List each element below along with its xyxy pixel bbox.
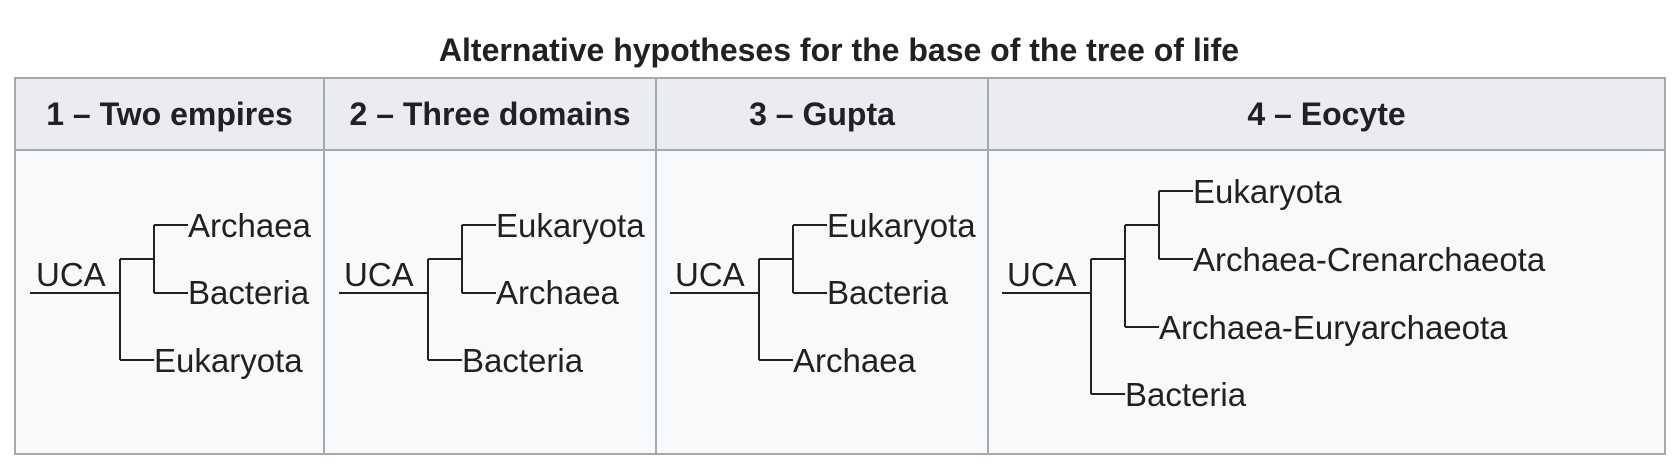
hypotheses-table: 1 – Two empires 2 – Three domains 3 – Gu… (14, 77, 1666, 455)
leaf-label: Eukaryota (1193, 173, 1342, 210)
cladogram-cell-three-domains: UCA Eukaryota Archaea Bacteria (323, 149, 657, 455)
root-label: UCA (36, 256, 106, 293)
leaf-label: Archaea-Crenarchaeota (1193, 241, 1546, 278)
leaf-label: Bacteria (462, 342, 584, 379)
cladogram-cell-eocyte: UCA Eukaryota Archaea-Crenarchaeota Arch… (987, 149, 1666, 455)
leaf-label: Bacteria (188, 274, 310, 311)
root-label: UCA (675, 256, 745, 293)
column-header-three-domains: 2 – Three domains (323, 77, 657, 151)
cladogram-cell-gupta: UCA Eukaryota Bacteria Archaea (655, 149, 989, 455)
column-header-eocyte: 4 – Eocyte (987, 77, 1666, 151)
header-row: 1 – Two empires 2 – Three domains 3 – Gu… (14, 77, 1666, 151)
leaf-label: Eukaryota (496, 207, 645, 244)
cladogram-gupta: UCA Eukaryota Bacteria Archaea (670, 207, 976, 379)
leaf-label: Bacteria (1125, 376, 1247, 413)
root-label: UCA (344, 256, 414, 293)
leaf-label: Eukaryota (154, 342, 303, 379)
cladogram-cell-two-empires: UCA Archaea Bacteria Eukaryota (14, 149, 325, 455)
root-label: UCA (1007, 256, 1077, 293)
column-header-two-empires: 1 – Two empires (14, 77, 325, 151)
leaf-label: Archaea (496, 274, 620, 311)
cladogram-row: UCA Archaea Bacteria Eukaryota UCA (14, 149, 1666, 455)
leaf-label: Archaea (188, 207, 312, 244)
leaf-label: Archaea (793, 342, 917, 379)
figure-caption: Alternative hypotheses for the base of t… (438, 32, 1240, 68)
cladogram-two-empires: UCA Archaea Bacteria Eukaryota (30, 207, 312, 379)
cladogram-eocyte: UCA Eukaryota Archaea-Crenarchaeota Arch… (1002, 173, 1546, 413)
cladogram-three-domains: UCA Eukaryota Archaea Bacteria (339, 207, 645, 379)
leaf-label: Archaea-Euryarchaeota (1159, 309, 1508, 346)
column-header-gupta: 3 – Gupta (655, 77, 989, 151)
leaf-label: Bacteria (827, 274, 949, 311)
leaf-label: Eukaryota (827, 207, 976, 244)
